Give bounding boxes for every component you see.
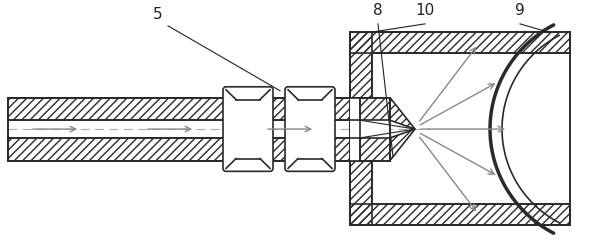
Bar: [350, 204, 570, 225]
Bar: [360, 98, 390, 120]
Bar: [350, 32, 570, 225]
Bar: [360, 98, 390, 120]
FancyBboxPatch shape: [223, 87, 273, 171]
Bar: [350, 32, 372, 225]
Bar: [289, 101, 331, 135]
Bar: [8, 98, 365, 161]
Bar: [350, 32, 570, 225]
Bar: [350, 32, 372, 225]
Bar: [8, 98, 365, 161]
Text: 8: 8: [373, 3, 383, 18]
Bar: [350, 98, 374, 161]
Bar: [360, 138, 390, 161]
Bar: [8, 138, 365, 161]
Bar: [350, 32, 570, 53]
Bar: [350, 32, 570, 53]
Text: 5: 5: [153, 7, 163, 22]
Bar: [360, 138, 390, 161]
Bar: [8, 98, 365, 120]
Text: 9: 9: [515, 3, 525, 18]
Bar: [350, 204, 570, 225]
Text: 10: 10: [416, 3, 435, 18]
Bar: [360, 98, 390, 161]
Bar: [8, 138, 365, 161]
FancyBboxPatch shape: [285, 87, 335, 171]
Bar: [8, 98, 365, 120]
Bar: [227, 101, 269, 135]
